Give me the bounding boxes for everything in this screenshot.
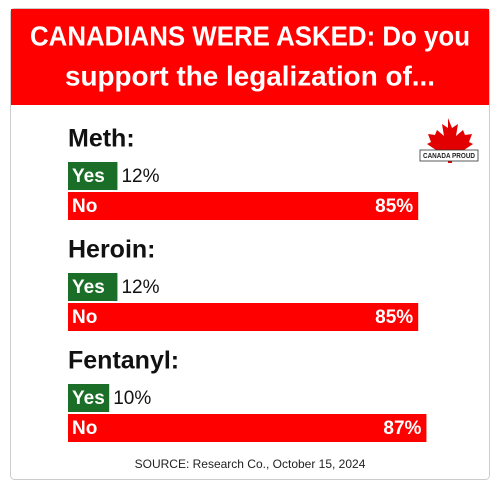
series-label: No: [72, 307, 97, 328]
category-label: Heroin:: [68, 236, 156, 264]
logo-text: CANADA PROUD: [423, 153, 475, 160]
series-label: No: [72, 418, 97, 439]
category-label: Fentanyl:: [68, 347, 179, 375]
header: [11, 9, 489, 105]
series-label: Yes: [72, 277, 105, 298]
value-label: 87%: [383, 418, 421, 439]
bar: [68, 192, 419, 220]
bar: [68, 414, 427, 442]
source: SOURCE: Research Co., October 15, 2024: [135, 457, 366, 471]
value-label: 85%: [375, 307, 413, 328]
title-line: CANADIANS WERE ASKED: Do you: [30, 20, 470, 51]
value-label: 12%: [121, 166, 159, 187]
logo-banner: [419, 149, 479, 162]
maple-leaf: [427, 118, 473, 163]
title-line: support the legalization of...: [65, 60, 435, 91]
value-label: 85%: [375, 196, 413, 217]
bar: [68, 303, 419, 331]
logo: CANADA PROUD: [419, 118, 479, 163]
series-label: No: [72, 196, 97, 217]
series-label: Yes: [72, 166, 105, 187]
bar: [68, 384, 110, 412]
card: [10, 8, 490, 480]
bar: [68, 162, 118, 190]
category-label: Meth:: [68, 125, 135, 153]
value-label: 12%: [121, 277, 159, 298]
bar: [68, 273, 118, 301]
value-label: 10%: [113, 388, 151, 409]
series-label: Yes: [72, 388, 105, 409]
